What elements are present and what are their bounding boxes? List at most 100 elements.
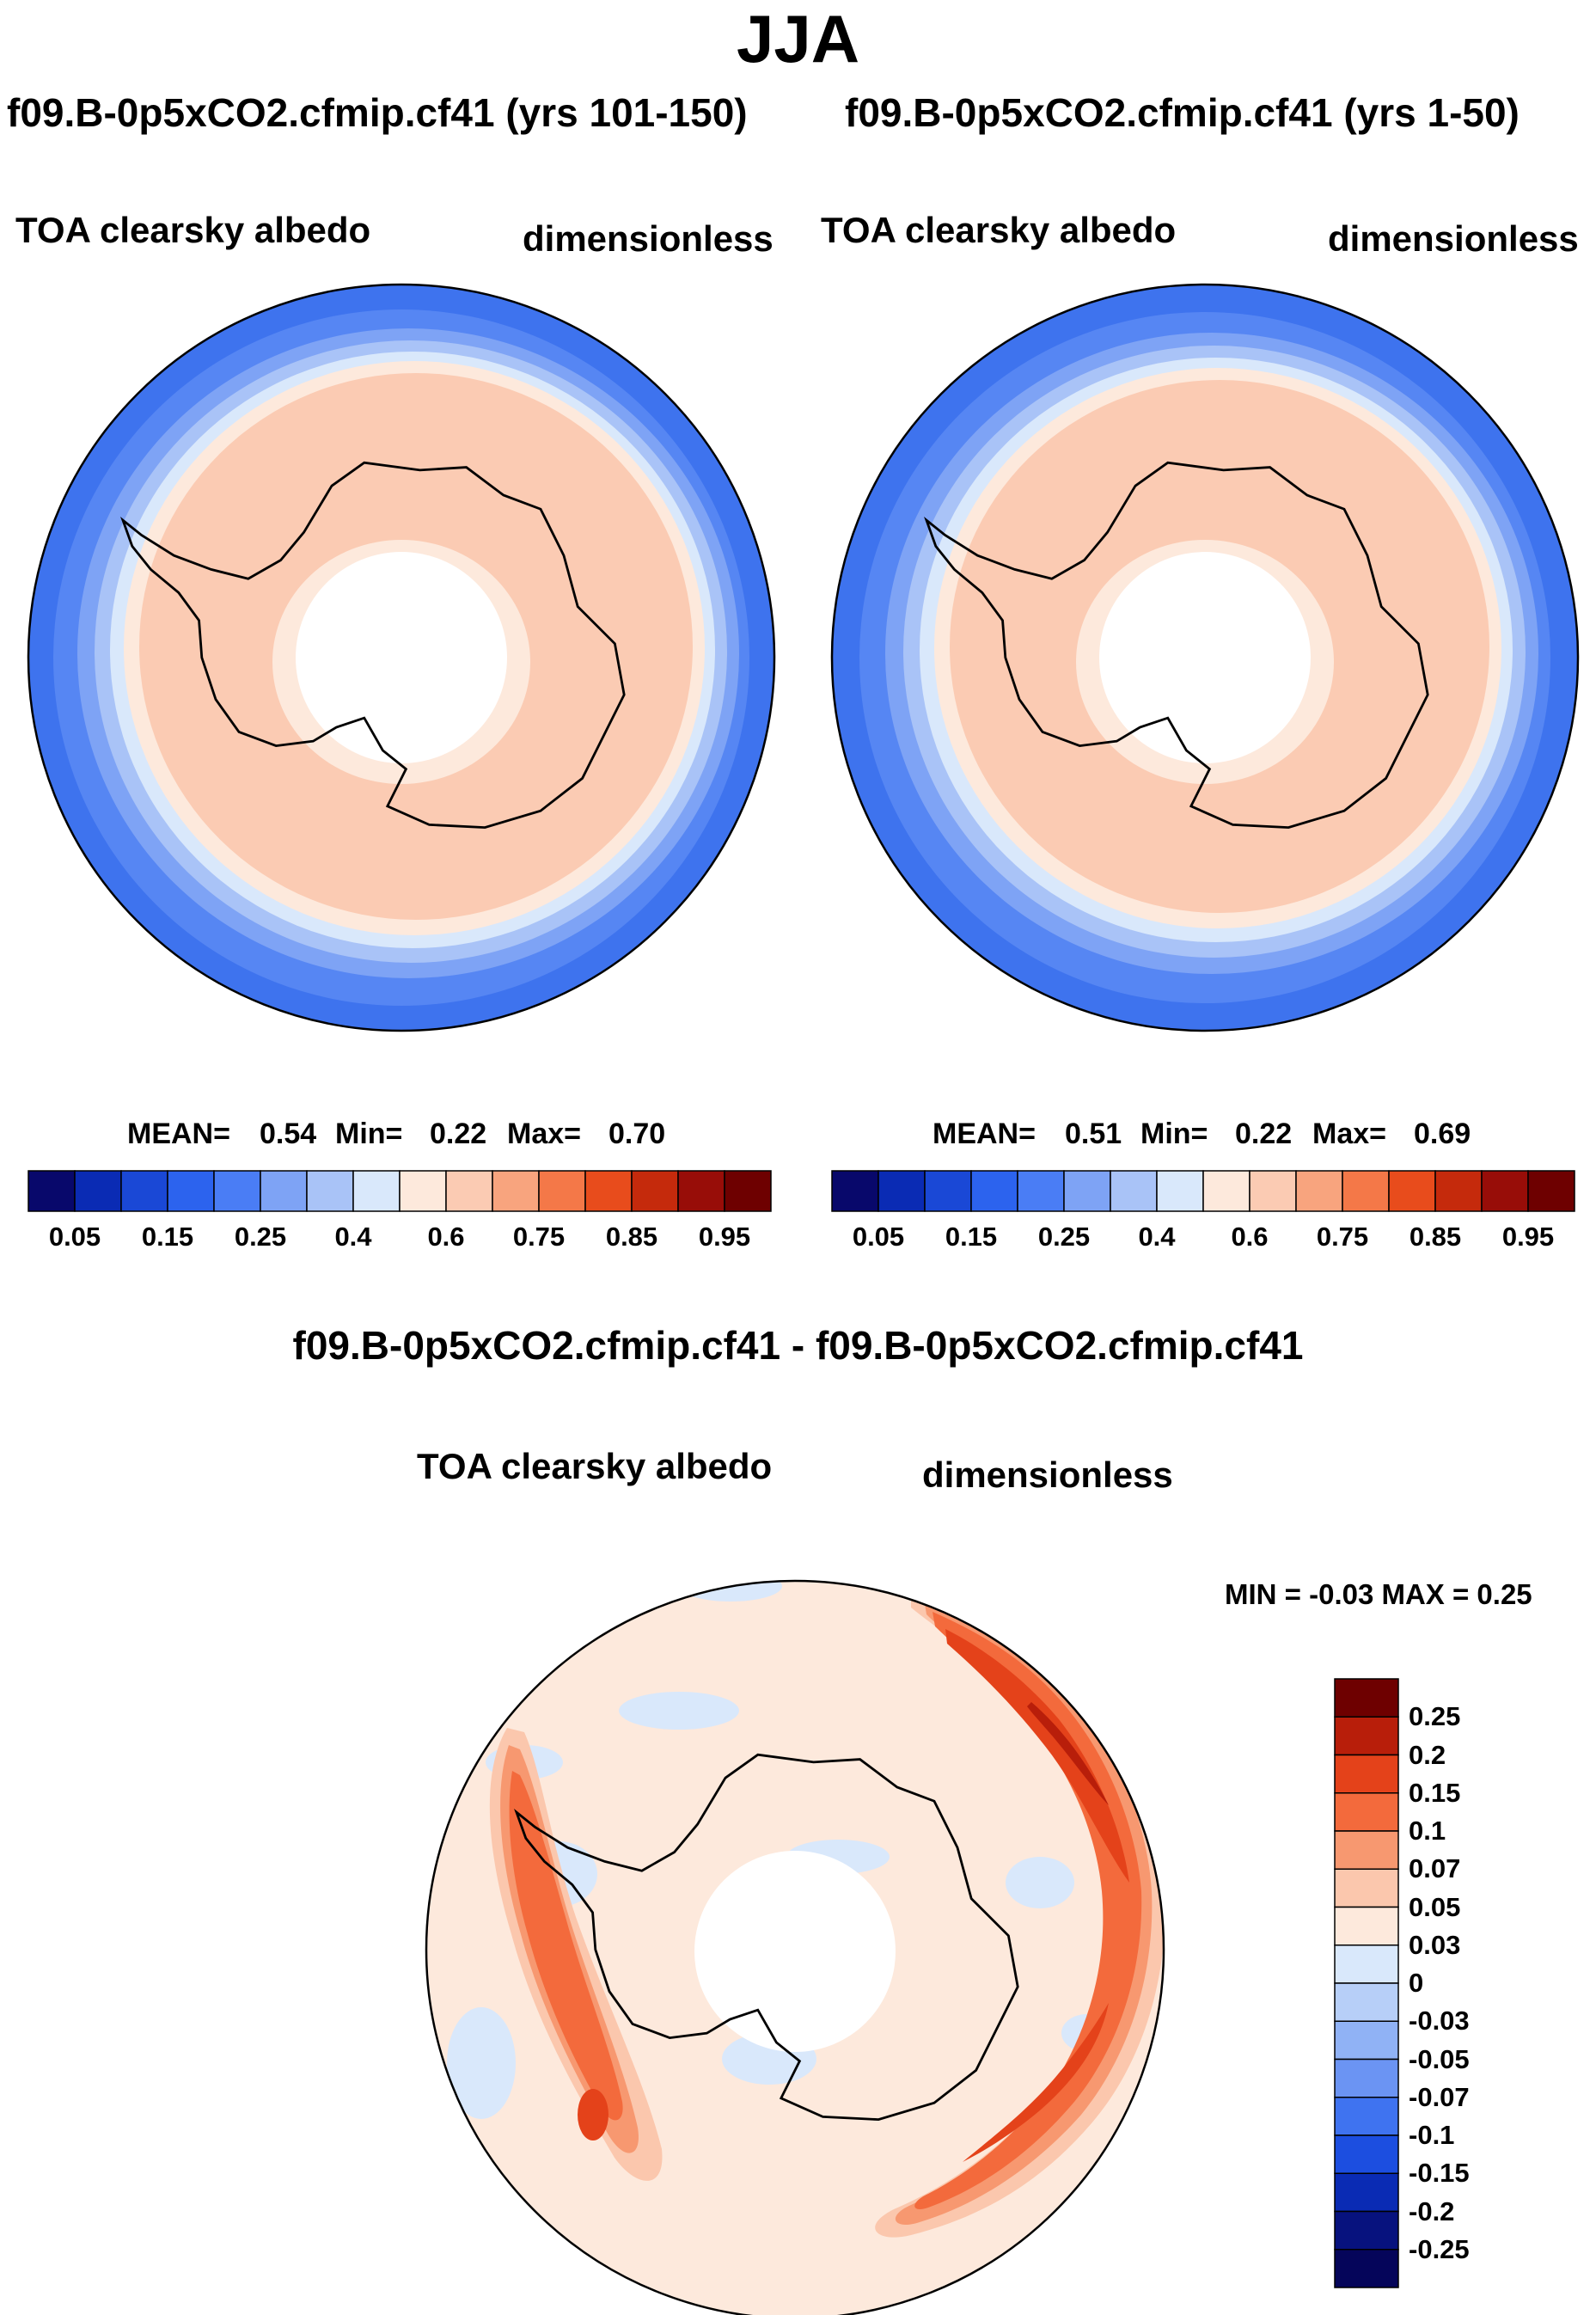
panel1-max-label: Max= xyxy=(507,1118,581,1150)
panel1-colorbar-tick-label: 0.75 xyxy=(512,1222,566,1252)
panel2-colorbar-swatch xyxy=(970,1170,1018,1212)
panel1-colorbar-tick-label: 0.4 xyxy=(334,1222,372,1252)
panel3-colorbar-swatch xyxy=(1334,1792,1399,1832)
panel3-colorbar-tick-label: 0.2 xyxy=(1409,1739,1446,1770)
panel1-max-value: 0.70 xyxy=(608,1118,666,1150)
panel1-colorbar-swatch xyxy=(724,1170,772,1212)
panel1-colorbar-swatch xyxy=(260,1170,308,1212)
panel3-colorbar-tick-label: 0.25 xyxy=(1409,1701,1461,1732)
panel3-colorbar-tick-label: -0.03 xyxy=(1409,2006,1470,2036)
panel3-colorbar-tick-label: -0.05 xyxy=(1409,2043,1470,2074)
panel1-colorbar-swatch xyxy=(677,1170,725,1212)
panel3-colorbar-tick-label: -0.1 xyxy=(1409,2120,1455,2150)
panel1-colorbar-swatch xyxy=(120,1170,168,1212)
panel3-colorbar-swatch xyxy=(1334,1716,1399,1756)
panel3-field-label: TOA clearsky albedo xyxy=(417,1446,773,1486)
panel1-colorbar-swatch xyxy=(584,1170,633,1212)
panel1-colorbar-tick-label: 0.05 xyxy=(48,1222,101,1252)
panel2-colorbar-tick-label: 0.95 xyxy=(1501,1222,1555,1252)
panel2-colorbar-swatch xyxy=(1017,1170,1065,1212)
panel2-colorbar-tick-label: 0.4 xyxy=(1138,1222,1176,1252)
panel3-colorbar-tick-label: -0.2 xyxy=(1409,2196,1455,2226)
panel2-colorbar-swatch xyxy=(1156,1170,1204,1212)
panel3-colorbar-swatch xyxy=(1334,2249,1399,2288)
panel3-units-label: dimensionless xyxy=(922,1455,1173,1495)
panel2-colorbar-swatch xyxy=(1202,1170,1251,1212)
panel2-pole-hole xyxy=(1099,552,1311,763)
panel3-colorbar-swatch xyxy=(1334,1830,1399,1870)
panel3-title: f09.B-0p5xCO2.cfmip.cf41 - f09.B-0p5xCO2… xyxy=(292,1323,1304,1368)
panel3-colorbar-swatch xyxy=(1334,2172,1399,2213)
panel3-east-band-020 xyxy=(1027,1702,1109,1805)
panel2-colorbar-swatch xyxy=(1481,1170,1529,1212)
panel3-map xyxy=(426,1581,1164,2315)
panel2-colorbar-swatch xyxy=(1063,1170,1111,1212)
panel3-minmax: MIN = -0.03 MAX = 0.25 xyxy=(1225,1578,1532,1610)
panel3-colorbar-swatch xyxy=(1334,2058,1399,2098)
panel1-colorbar-swatch xyxy=(306,1170,354,1212)
panel2-max-value: 0.69 xyxy=(1414,1118,1471,1150)
panel2-colorbar-swatch xyxy=(1110,1170,1158,1212)
panel1-colorbar-swatch xyxy=(538,1170,586,1212)
panel1-min-label: Min= xyxy=(335,1118,403,1150)
panel1-colorbar-tick-label: 0.6 xyxy=(427,1222,465,1252)
panel2-mean-label: MEAN= xyxy=(933,1118,1036,1150)
panel3-colorbar-tick-label: 0.03 xyxy=(1409,1929,1461,1960)
panel2-colorbar-tick-label: 0.75 xyxy=(1316,1222,1369,1252)
panel2-colorbar-tick-label: 0.15 xyxy=(945,1222,998,1252)
panel1-title: f09.B-0p5xCO2.cfmip.cf41 (yrs 101-150) xyxy=(7,90,748,135)
panel3-colorbar-swatch xyxy=(1334,1868,1399,1908)
panel2-colorbar-swatch xyxy=(877,1170,926,1212)
panel1-colorbar-swatch xyxy=(352,1170,401,1212)
panel3-west-band-015 xyxy=(578,2089,608,2140)
panel2-colorbar-swatch xyxy=(1249,1170,1297,1212)
panel2-colorbar-swatch xyxy=(1434,1170,1483,1212)
panel1-mean-value: 0.54 xyxy=(260,1118,317,1150)
panel3-east-band-015 xyxy=(945,1629,1129,1883)
panel1-colorbar-tick-label: 0.15 xyxy=(141,1222,194,1252)
panel1-colorbar-tick-label: 0.85 xyxy=(605,1222,658,1252)
panel3-colorbar-swatch xyxy=(1334,1906,1399,1946)
panel3-neg-patch xyxy=(1006,1857,1074,1908)
panel3-neg-patch xyxy=(447,2007,516,2119)
panel1-colorbar-swatch xyxy=(74,1170,122,1212)
panel2-mean-value: 0.51 xyxy=(1065,1118,1122,1150)
panel1-colorbar-swatch xyxy=(492,1170,540,1212)
panel3-neg-patch xyxy=(619,1692,739,1730)
panel1-map xyxy=(28,285,774,1031)
panel1-colorbar-swatch xyxy=(28,1170,76,1212)
panel2-title: f09.B-0p5xCO2.cfmip.cf41 (yrs 1-50) xyxy=(845,90,1520,135)
panel3-colorbar xyxy=(1334,1678,1399,2288)
panel1-min-value: 0.22 xyxy=(430,1118,487,1150)
panel3-colorbar-tick-label: 0.07 xyxy=(1409,1853,1461,1884)
panel3-colorbar-tick-label: -0.25 xyxy=(1409,2233,1470,2264)
panel2-units-label: dimensionless xyxy=(1328,218,1579,259)
panel2-colorbar-swatch xyxy=(1388,1170,1436,1212)
panel3-colorbar-swatch xyxy=(1334,2020,1399,2061)
panel2-colorbar-swatch xyxy=(924,1170,972,1212)
panel1-colorbar-tick-label: 0.95 xyxy=(698,1222,751,1252)
panel2-min-value: 0.22 xyxy=(1235,1118,1293,1150)
panel2-field-label: TOA clearsky albedo xyxy=(821,210,1177,250)
panel2-colorbar-tick-label: 0.25 xyxy=(1037,1222,1091,1252)
panel3-pole-hole xyxy=(694,1851,896,2052)
panel3-colorbar-swatch xyxy=(1334,1678,1399,1718)
panel1-colorbar-tick-label: 0.25 xyxy=(234,1222,287,1252)
figure-title: JJA xyxy=(736,1,860,77)
panel1-colorbar-swatch xyxy=(213,1170,261,1212)
panel3-colorbar-tick-label: 0 xyxy=(1409,1968,1424,1998)
panel1-colorbar-swatch xyxy=(399,1170,447,1212)
panel1-map-border xyxy=(27,283,776,1032)
panel3-colorbar-swatch xyxy=(1334,2097,1399,2136)
panel1-mean-label: MEAN= xyxy=(127,1118,230,1150)
panel3-map-border xyxy=(425,1579,1165,2315)
panel2-map-border xyxy=(830,283,1580,1032)
panel2-min-label: Min= xyxy=(1140,1118,1208,1150)
panel3-colorbar-swatch xyxy=(1334,1944,1399,1984)
panel2-colorbar-tick-label: 0.05 xyxy=(852,1222,905,1252)
panel2-colorbar-tick-label: 0.85 xyxy=(1409,1222,1462,1252)
panel1-field-label: TOA clearsky albedo xyxy=(15,210,371,250)
panel2-max-label: Max= xyxy=(1312,1118,1386,1150)
panel1-colorbar-swatch xyxy=(167,1170,215,1212)
panel1-pole-hole xyxy=(296,552,507,763)
